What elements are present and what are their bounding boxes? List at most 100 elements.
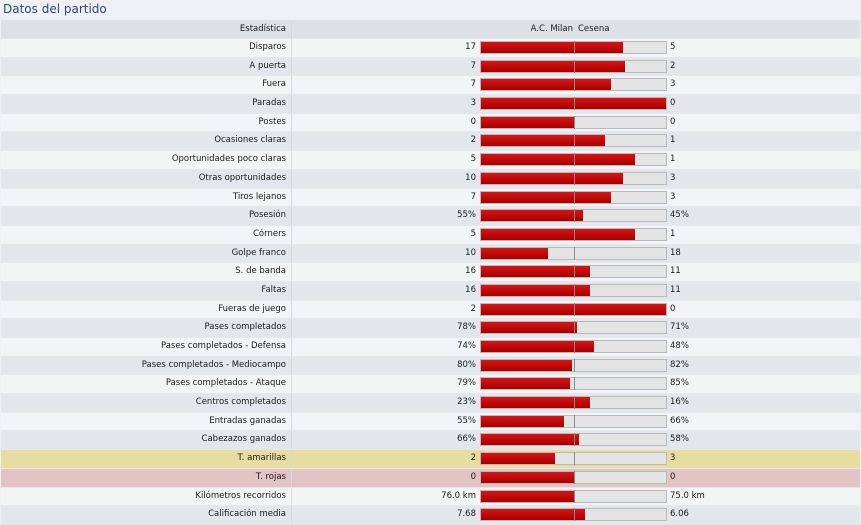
comparison-bar bbox=[480, 340, 667, 353]
bar-midline bbox=[574, 190, 575, 204]
away-value: 18 bbox=[670, 247, 681, 258]
home-share-fill bbox=[481, 453, 555, 465]
column-divider bbox=[291, 506, 292, 524]
home-share-fill bbox=[481, 79, 611, 91]
stat-label: Postes bbox=[258, 116, 286, 127]
home-value: 80% bbox=[457, 359, 476, 370]
table-row: Faltas 16 11 bbox=[1, 281, 860, 301]
bar-midline bbox=[574, 153, 575, 167]
table-row: Ocasiones claras 2 1 bbox=[1, 132, 860, 152]
table-row: Paradas 3 0 bbox=[1, 95, 860, 114]
table-row: Oportunidades poco claras 5 1 bbox=[1, 151, 860, 170]
comparison-bar bbox=[480, 227, 667, 241]
stat-column-header[interactable]: Estadística bbox=[239, 24, 286, 34]
column-divider bbox=[291, 20, 292, 38]
home-share-fill bbox=[481, 490, 574, 502]
home-share-fill bbox=[481, 284, 591, 296]
bar-midline bbox=[574, 433, 575, 447]
table-row: Golpe franco 10 18 bbox=[1, 244, 860, 264]
column-divider bbox=[291, 431, 292, 450]
column-divider bbox=[291, 300, 292, 319]
away-value: 0 bbox=[670, 98, 676, 109]
comparison-bar bbox=[480, 470, 667, 484]
home-value: 0 bbox=[470, 471, 476, 482]
comparison-bar bbox=[480, 433, 667, 447]
away-value: 45% bbox=[670, 210, 689, 221]
home-value: 76.0 km bbox=[441, 490, 476, 501]
home-value: 16 bbox=[465, 284, 476, 295]
home-value: 10 bbox=[465, 247, 476, 258]
comparison-bar bbox=[480, 489, 667, 503]
stat-label: Fuera bbox=[262, 79, 286, 90]
bar-midline bbox=[574, 340, 575, 353]
away-value: 66% bbox=[670, 415, 689, 426]
home-share-fill bbox=[481, 42, 624, 53]
home-share-fill bbox=[481, 303, 666, 315]
home-share-fill bbox=[481, 509, 585, 521]
stat-label: Paradas bbox=[252, 98, 286, 109]
home-value: 5 bbox=[470, 228, 476, 239]
table-header: Estadística A.C. Milan Cesena bbox=[1, 20, 860, 39]
table-row: Disparos 17 5 bbox=[1, 39, 860, 58]
bar-midline bbox=[574, 508, 575, 522]
away-value: 1 bbox=[670, 228, 676, 239]
home-share-fill bbox=[481, 266, 591, 278]
away-value: 11 bbox=[670, 266, 681, 277]
bar-midline bbox=[574, 134, 575, 148]
comparison-bar bbox=[480, 97, 667, 111]
home-share-fill bbox=[481, 247, 548, 259]
column-divider bbox=[291, 39, 292, 57]
column-divider bbox=[291, 76, 292, 95]
column-divider bbox=[291, 468, 292, 487]
home-share-fill bbox=[481, 378, 570, 390]
comparison-bar bbox=[480, 358, 667, 372]
stat-label: Faltas bbox=[261, 284, 286, 295]
comparison-bar bbox=[480, 134, 667, 148]
home-value: 2 bbox=[470, 453, 476, 464]
table-row: Cabezazos ganados 66% 58% bbox=[1, 431, 860, 451]
away-value: 0 bbox=[670, 471, 676, 482]
stat-label: Pases completados - Defensa bbox=[161, 341, 286, 351]
comparison-bar bbox=[480, 41, 667, 54]
away-value: 0 bbox=[670, 303, 676, 314]
comparison-bar bbox=[480, 59, 667, 73]
comparison-bar bbox=[480, 78, 667, 92]
comparison-bar bbox=[480, 153, 667, 167]
home-share-fill bbox=[481, 228, 635, 240]
away-value: 0 bbox=[670, 116, 676, 127]
bar-midline bbox=[574, 283, 575, 297]
column-divider bbox=[291, 95, 292, 113]
away-value: 71% bbox=[670, 322, 689, 333]
home-value: 5 bbox=[470, 154, 476, 165]
home-value: 17 bbox=[465, 42, 476, 52]
home-value: 2 bbox=[470, 303, 476, 314]
table-row: Posesión 55% 45% bbox=[1, 207, 860, 226]
home-value: 79% bbox=[457, 378, 476, 389]
bar-midline bbox=[574, 97, 575, 111]
table-row: Fueras de juego 2 0 bbox=[1, 300, 860, 320]
home-share-fill bbox=[481, 415, 565, 427]
column-divider bbox=[291, 244, 292, 263]
table-row: Córners 5 1 bbox=[1, 225, 860, 245]
away-value: 6.06 bbox=[670, 509, 689, 520]
away-value: 85% bbox=[670, 378, 689, 389]
table-row: Fuera 7 3 bbox=[1, 76, 860, 96]
column-divider bbox=[291, 338, 292, 356]
home-value: 74% bbox=[457, 341, 476, 351]
bar-midline bbox=[574, 321, 575, 335]
home-value: 2 bbox=[470, 135, 476, 146]
stat-label: Calificación media bbox=[208, 509, 286, 520]
table-row: T. rojas 0 0 bbox=[1, 468, 860, 488]
bar-midline bbox=[574, 115, 575, 129]
comparison-bar bbox=[480, 377, 667, 391]
table-row: Entradas ganadas 55% 66% bbox=[1, 412, 860, 432]
column-divider bbox=[291, 412, 292, 431]
match-stats-table: Estadística A.C. Milan Cesena Disparos 17… bbox=[1, 20, 860, 525]
bar-midline bbox=[574, 246, 575, 260]
away-value: 82% bbox=[670, 359, 689, 370]
bar-midline bbox=[574, 302, 575, 316]
column-divider bbox=[291, 207, 292, 225]
away-value: 48% bbox=[670, 341, 689, 351]
table-row: Centros completados 23% 16% bbox=[1, 394, 860, 413]
away-value: 11 bbox=[670, 284, 681, 295]
